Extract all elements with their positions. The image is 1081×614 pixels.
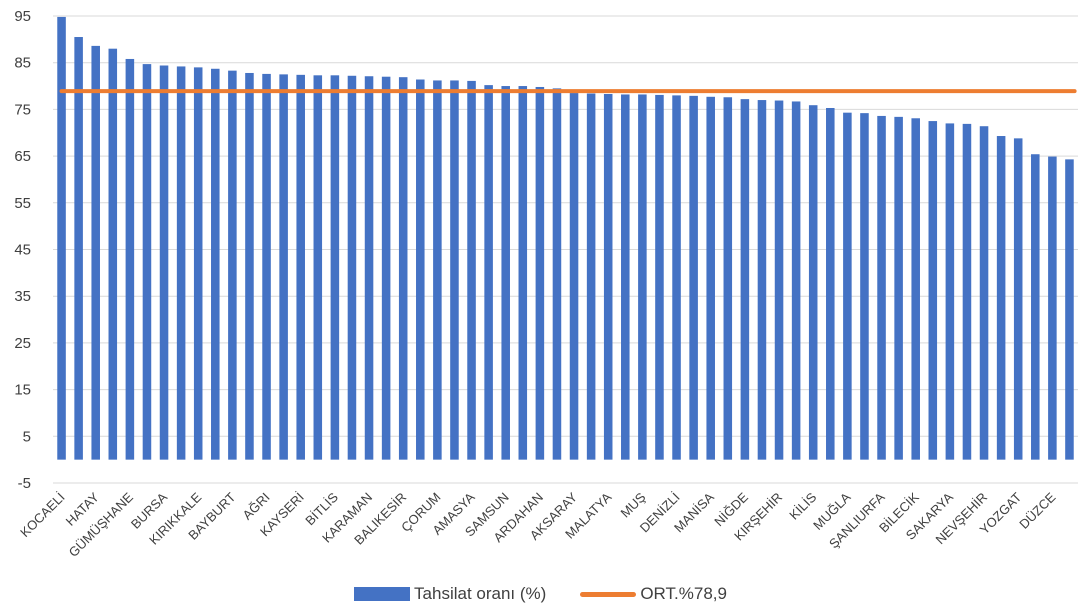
- bar: [945, 123, 955, 460]
- bar: [330, 75, 340, 460]
- bar: [262, 73, 271, 460]
- chart-plot: 95 85 75 65 55 45 35 25 15 5 -5 KOCAELİHATAYGÜMÜŞH…: [14, 8, 1078, 560]
- bar: [501, 86, 510, 460]
- bar: [569, 93, 579, 460]
- legend-label-line: ORT.%78,9: [640, 584, 727, 603]
- bar: [398, 77, 408, 460]
- bar: [57, 16, 66, 460]
- bar: [877, 115, 886, 460]
- bar: [535, 86, 545, 460]
- x-axis-labels: KOCAELİHATAYGÜMÜŞHANEBURSAKIRIKKALEBAYBU…: [17, 489, 1059, 560]
- bar: [672, 95, 681, 460]
- y-tick-label: -5: [18, 475, 31, 492]
- bar: [228, 70, 237, 460]
- bar: [894, 116, 903, 460]
- y-tick-label: 55: [14, 195, 31, 212]
- bar: [347, 75, 357, 460]
- y-tick-label: 25: [14, 335, 31, 352]
- bar: [911, 118, 920, 460]
- bar: [450, 80, 459, 460]
- y-tick-label: 35: [14, 288, 31, 305]
- bar: [381, 76, 391, 460]
- bar: [655, 94, 664, 460]
- bar: [159, 65, 169, 460]
- legend: Tahsilat oranı (%) ORT.%78,9: [0, 584, 1081, 604]
- bar: [484, 85, 493, 460]
- bar: [1048, 156, 1057, 460]
- legend-swatch-line: [580, 591, 637, 597]
- bar: [211, 68, 220, 460]
- bar: [962, 123, 972, 460]
- bar: [142, 64, 152, 460]
- bar: [689, 95, 698, 460]
- bar: [808, 105, 818, 460]
- bar: [296, 74, 305, 460]
- bar: [193, 67, 203, 460]
- bar: [91, 45, 100, 460]
- y-tick-label: 45: [14, 242, 31, 259]
- bar: [364, 76, 374, 460]
- bar: [757, 100, 767, 460]
- bar: [108, 48, 118, 460]
- y-tick-label: 5: [23, 428, 31, 445]
- bar: [467, 80, 476, 460]
- bar: [176, 66, 186, 460]
- x-tick-label: KOCAELİ: [17, 490, 67, 540]
- bar: [928, 121, 938, 460]
- y-tick-label: 75: [14, 101, 31, 118]
- bar: [313, 75, 323, 460]
- bar: [1065, 159, 1074, 460]
- legend-item-line: ORT.%78,9: [580, 584, 727, 604]
- bar: [979, 126, 989, 460]
- bar: [774, 100, 784, 460]
- bar: [1013, 138, 1023, 460]
- bar: [740, 99, 750, 460]
- bar: [1031, 154, 1040, 460]
- bar-series: [57, 16, 1074, 460]
- x-tick-label: MUŞ: [617, 489, 648, 520]
- legend-swatch-bars: [354, 587, 411, 601]
- bar: [552, 88, 562, 460]
- y-tick-label: 95: [14, 8, 31, 25]
- y-tick-label: 85: [14, 55, 31, 72]
- legend-item-bars: Tahsilat oranı (%): [354, 584, 546, 604]
- bar: [603, 93, 613, 460]
- bar: [586, 93, 596, 460]
- bar: [638, 94, 647, 460]
- y-tick-label: 15: [14, 382, 31, 399]
- y-axis-ticks: 95 85 75 65 55 45 35 25 15 5 -5: [14, 8, 31, 492]
- bar: [706, 96, 715, 460]
- y-tick-label: 65: [14, 148, 31, 165]
- bar: [518, 86, 528, 460]
- bar: [723, 97, 733, 460]
- bar: [791, 101, 801, 460]
- bar: [860, 113, 869, 460]
- x-tick-label: DÜZCE: [1016, 489, 1059, 532]
- bar: [843, 112, 852, 460]
- legend-label-bars: Tahsilat oranı (%): [414, 584, 547, 603]
- bar: [125, 58, 135, 460]
- bar: [74, 37, 83, 460]
- bar: [433, 80, 442, 460]
- gridlines: [53, 15, 1078, 484]
- bar: [826, 107, 835, 460]
- bar: [621, 94, 630, 460]
- bar: [996, 136, 1006, 460]
- bar: [245, 72, 254, 460]
- bar: [416, 79, 425, 460]
- bar: [279, 74, 288, 460]
